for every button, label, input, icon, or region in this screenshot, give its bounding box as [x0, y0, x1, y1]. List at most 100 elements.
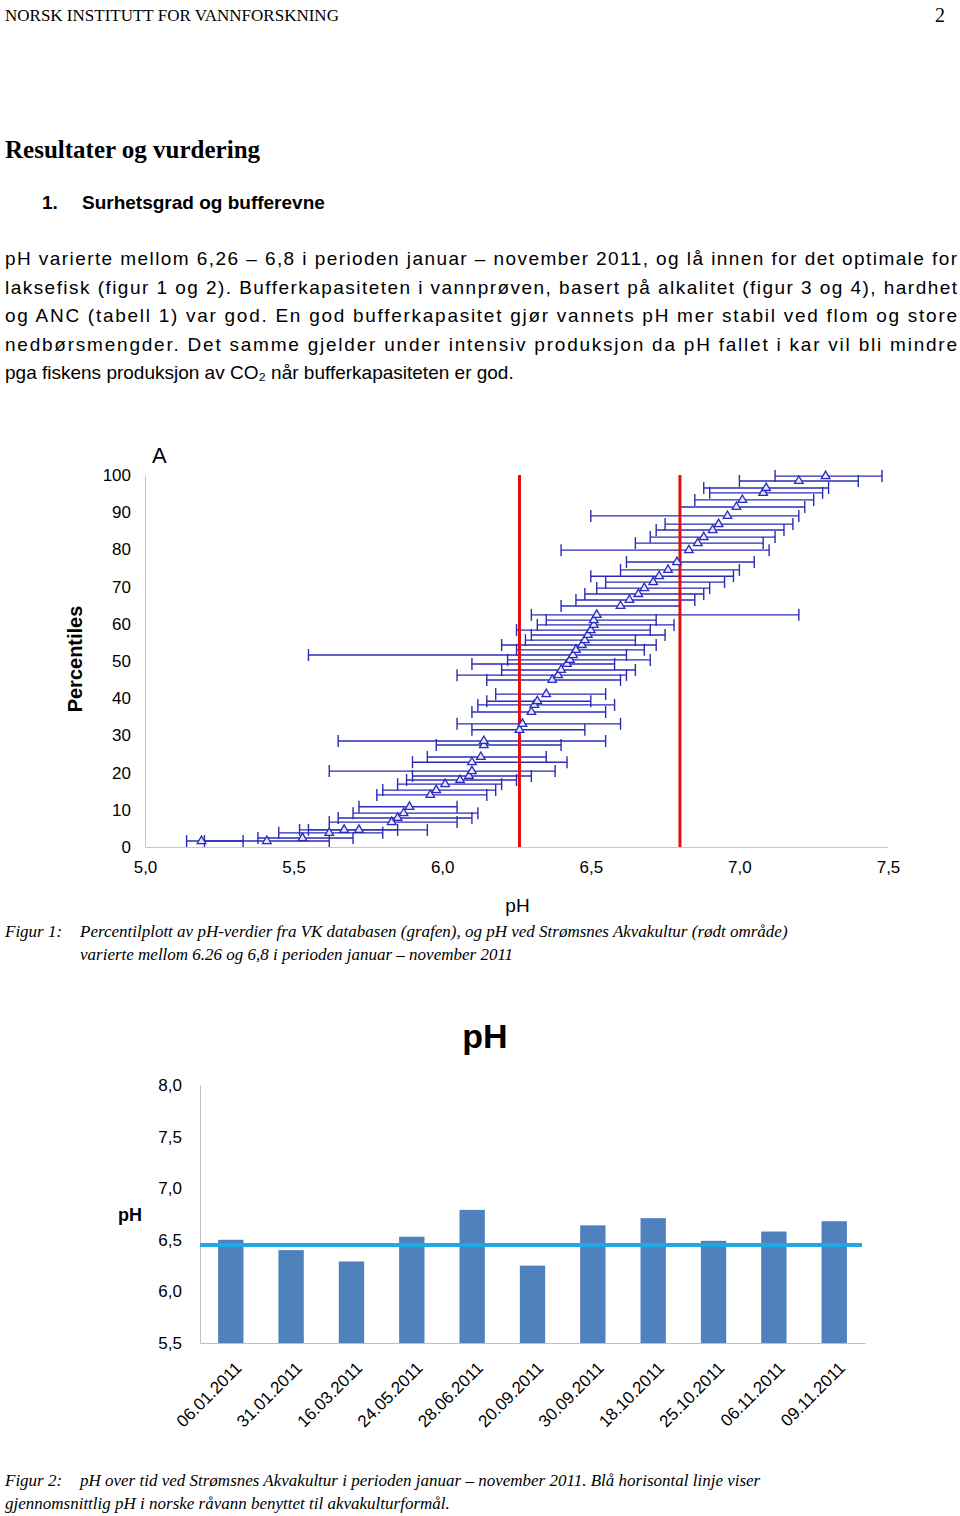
error-cap	[605, 576, 606, 588]
error-cap	[257, 832, 258, 844]
error-bar	[591, 570, 734, 582]
error-bar	[329, 765, 555, 777]
error-bar	[338, 735, 605, 747]
error-cap	[626, 556, 627, 568]
error-bar-line	[626, 561, 754, 562]
figure-1: 5,05,56,06,57,07,50102030405060708090100…	[64, 443, 900, 916]
error-cap	[614, 699, 615, 711]
error-cap	[329, 765, 330, 777]
error-bar	[427, 751, 546, 763]
error-bar-line	[472, 729, 585, 730]
error-cap	[352, 832, 353, 844]
error-bar-line	[680, 506, 805, 507]
data-point	[625, 595, 634, 602]
tick: 7,5	[158, 1128, 200, 1147]
tick: 80	[112, 540, 145, 559]
data-point	[355, 825, 364, 832]
error-cap	[655, 639, 656, 651]
tick-label: 30	[112, 726, 131, 745]
error-cap	[382, 784, 383, 796]
error-cap	[412, 756, 413, 768]
tick-label: 09.11.2011	[777, 1358, 849, 1430]
bar	[459, 1210, 484, 1343]
error-cap	[525, 634, 526, 646]
tick: 60	[112, 615, 145, 634]
error-cap	[299, 824, 300, 836]
paragraph-line: laksefisk (figur 1 og 2). Bufferkapasite…	[5, 277, 958, 298]
bar	[761, 1232, 786, 1343]
error-cap	[664, 518, 665, 530]
bar	[218, 1240, 243, 1343]
error-cap	[605, 735, 606, 747]
data-point	[738, 495, 747, 502]
tick-label: 50	[112, 652, 131, 671]
subsection-number: 1.	[42, 192, 58, 213]
error-cap	[655, 524, 656, 536]
error-cap	[620, 564, 621, 576]
data-point	[699, 532, 708, 539]
error-bar-line	[508, 659, 651, 660]
y-axis: 0102030405060708090100	[103, 466, 146, 857]
axis-line	[200, 1086, 201, 1344]
tick-label: 25.10.2011	[656, 1358, 729, 1431]
error-bar	[606, 576, 725, 588]
error-bar-line	[597, 587, 710, 588]
error-cap	[673, 619, 674, 631]
tick: 7,5	[877, 847, 901, 877]
tick-label: 8,0	[158, 1076, 182, 1095]
x-axis: 5,05,56,06,57,07,5	[134, 847, 901, 877]
tick-label: 60	[112, 615, 131, 634]
data-point	[480, 736, 489, 743]
paragraph-line: nedbørsmengder. Det samme gjelder under …	[5, 334, 957, 355]
tick-label: 80	[112, 540, 131, 559]
tick-label: 20	[112, 764, 131, 783]
error-cap	[733, 570, 734, 582]
error-bar-line	[457, 723, 620, 724]
data-point	[441, 779, 450, 786]
data-point	[723, 511, 732, 518]
error-cap	[308, 824, 309, 836]
bar	[641, 1218, 666, 1343]
data-point	[263, 836, 272, 843]
page-number: 2	[935, 4, 945, 26]
tick-label: 7,5	[158, 1128, 182, 1147]
tick-label: 5,5	[282, 858, 306, 877]
error-bar-line	[531, 614, 798, 615]
error-bar-line	[478, 704, 615, 705]
tick: 50	[112, 652, 145, 671]
data-point	[714, 519, 723, 526]
error-cap	[650, 624, 651, 636]
data-point	[732, 502, 741, 509]
error-cap	[486, 695, 487, 707]
error-cap	[456, 669, 457, 681]
tick: 5,0	[134, 847, 158, 877]
bar	[278, 1250, 303, 1343]
data-point	[762, 483, 771, 490]
reference-line	[678, 475, 681, 847]
error-cap	[501, 664, 502, 676]
plot-area	[200, 1210, 862, 1343]
error-bar	[626, 556, 754, 568]
paragraph-line: pga fiskens produksjon av CO₂ når buffer…	[5, 362, 514, 383]
bar	[822, 1221, 847, 1343]
error-bar	[546, 614, 656, 626]
error-bar-line	[591, 515, 799, 516]
error-cap	[590, 570, 591, 582]
error-cap	[471, 706, 472, 718]
error-bar-line	[436, 744, 561, 745]
data-point	[468, 757, 477, 764]
error-bar-line	[457, 674, 626, 675]
tick-label: 7,0	[158, 1179, 182, 1198]
tick: 6,5	[158, 1231, 200, 1250]
error-cap	[828, 482, 829, 494]
data-point	[432, 785, 441, 792]
error-cap	[605, 706, 606, 718]
error-cap	[620, 718, 621, 730]
tick: 6,0	[431, 847, 455, 877]
bar	[399, 1237, 424, 1343]
data-point	[616, 601, 625, 608]
error-bar-line	[576, 599, 695, 600]
error-cap	[406, 774, 407, 786]
error-bar-line	[537, 624, 674, 625]
data-point	[821, 471, 830, 478]
